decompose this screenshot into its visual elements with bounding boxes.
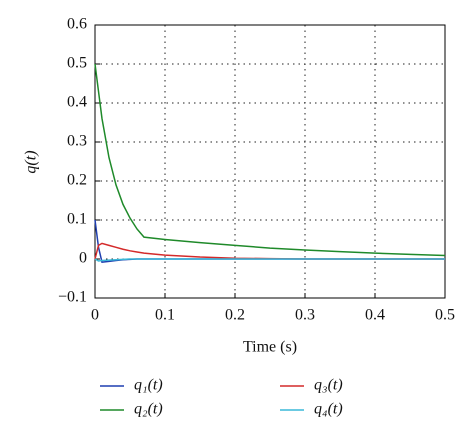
y-tick-label: 0.1	[67, 211, 87, 228]
x-axis-label: Time (s)	[243, 339, 297, 356]
x-tick-label: 0.4	[365, 307, 385, 324]
x-tick-label: 0	[91, 307, 99, 324]
y-tick-label: −0.1	[58, 289, 87, 306]
plot-frame	[94, 24, 446, 299]
series-line	[94, 242, 445, 260]
series-line	[94, 258, 445, 262]
y-tick-label: 0.6	[67, 16, 87, 33]
x-tick-label: 0.2	[225, 307, 245, 324]
y-tick-label: 0.4	[67, 94, 87, 111]
x-tick-label: 0.3	[295, 307, 315, 324]
y-axis-label: q(t)	[23, 150, 40, 173]
series-line	[94, 219, 445, 263]
legend-label: q₃(t)	[314, 377, 343, 394]
y-tick-label: 0.3	[67, 133, 87, 150]
legend-label: q₂(t)	[134, 401, 163, 418]
x-tick-label: 0.5	[435, 307, 455, 324]
legend-label: q₄(t)	[314, 401, 343, 418]
x-tick-label: 0.1	[155, 307, 175, 324]
y-tick-label: 0.2	[67, 172, 87, 189]
y-tick-label: 0.5	[67, 55, 87, 72]
y-tick-label: 0	[79, 250, 87, 267]
legend-label: q₁(t)	[134, 377, 163, 394]
series-line	[94, 63, 446, 257]
